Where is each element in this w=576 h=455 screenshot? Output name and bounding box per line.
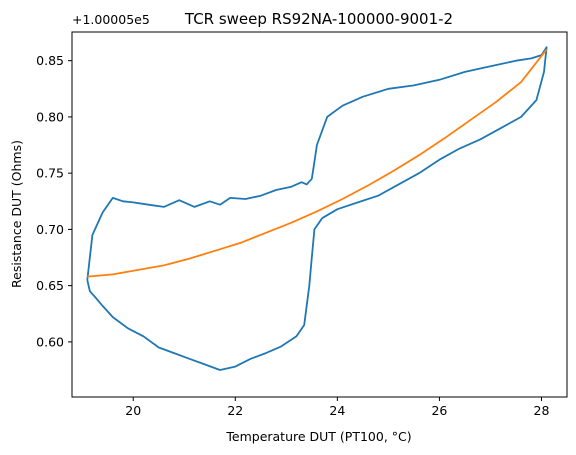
y-tick-label: 0.85 [36, 53, 64, 68]
axis-ticks: 20 22 24 26 28 0.60 0.65 0.70 0.75 0.80 0.85 [36, 53, 549, 418]
series-line-0 [86, 46, 548, 371]
offset-label: +1.00005e5 [72, 12, 150, 27]
chart-title: TCR sweep RS92NA-100000-9001-2 [184, 10, 453, 28]
y-tick-label: 0.80 [36, 109, 64, 124]
x-axis-label: Temperature DUT (PT100, °C) [225, 429, 411, 444]
y-tick-label: 0.70 [36, 222, 64, 237]
x-tick-label: 26 [431, 403, 447, 418]
y-tick-label: 0.75 [36, 166, 64, 181]
plot-data [86, 46, 548, 371]
y-axis-label: Resistance DUT (Ohms) [9, 140, 24, 288]
series-line-1 [87, 48, 548, 278]
x-tick-label: 20 [125, 403, 141, 418]
x-tick-label: 22 [227, 403, 243, 418]
x-tick-label: 24 [329, 403, 345, 418]
y-tick-label: 0.65 [36, 278, 64, 293]
y-tick-label: 0.60 [36, 334, 64, 349]
plot-frame [71, 31, 568, 398]
x-tick-label: 28 [534, 403, 550, 418]
